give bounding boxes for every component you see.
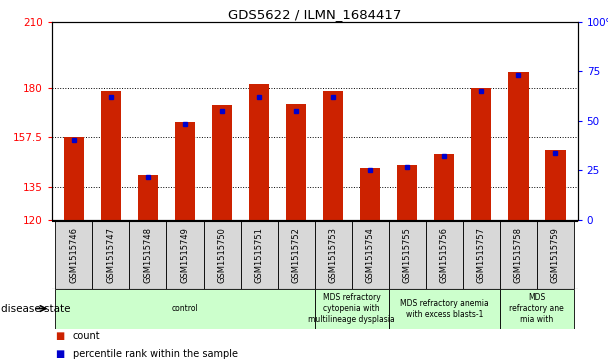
Text: GSM1515750: GSM1515750 bbox=[218, 227, 227, 283]
Text: GSM1515758: GSM1515758 bbox=[514, 227, 523, 283]
Bar bbox=[426, 221, 463, 289]
Bar bbox=[360, 168, 381, 220]
Text: GSM1515755: GSM1515755 bbox=[402, 227, 412, 283]
Bar bbox=[351, 221, 389, 289]
Bar bbox=[212, 105, 232, 220]
Text: percentile rank within the sample: percentile rank within the sample bbox=[73, 349, 238, 359]
Text: GSM1515747: GSM1515747 bbox=[106, 227, 116, 283]
Text: GSM1515749: GSM1515749 bbox=[181, 227, 190, 283]
Text: GSM1515746: GSM1515746 bbox=[69, 227, 78, 283]
Bar bbox=[55, 289, 315, 329]
Text: MDS
refractory ane
mia with: MDS refractory ane mia with bbox=[510, 293, 564, 324]
Bar bbox=[92, 221, 130, 289]
Bar bbox=[64, 137, 84, 220]
Text: GSM1515757: GSM1515757 bbox=[477, 227, 486, 283]
Bar bbox=[508, 72, 528, 220]
Text: GSM1515752: GSM1515752 bbox=[292, 227, 300, 283]
Bar bbox=[278, 221, 315, 289]
Bar bbox=[537, 221, 574, 289]
Bar bbox=[286, 104, 306, 220]
Text: GSM1515748: GSM1515748 bbox=[143, 227, 153, 283]
Bar bbox=[249, 85, 269, 220]
Text: MDS refractory anemia
with excess blasts-1: MDS refractory anemia with excess blasts… bbox=[400, 298, 489, 319]
Bar bbox=[323, 91, 344, 220]
Text: count: count bbox=[73, 331, 100, 341]
Text: ■: ■ bbox=[55, 331, 64, 341]
Bar bbox=[175, 122, 195, 220]
Bar bbox=[167, 221, 204, 289]
Text: GSM1515756: GSM1515756 bbox=[440, 227, 449, 283]
Bar bbox=[204, 221, 241, 289]
Text: GSM1515753: GSM1515753 bbox=[329, 227, 337, 283]
Text: control: control bbox=[171, 304, 198, 313]
Text: ■: ■ bbox=[55, 349, 64, 359]
Bar bbox=[241, 221, 278, 289]
Bar bbox=[315, 221, 351, 289]
Bar bbox=[55, 221, 92, 289]
Bar bbox=[471, 88, 491, 220]
Bar bbox=[138, 175, 158, 220]
Bar bbox=[101, 91, 121, 220]
Title: GDS5622 / ILMN_1684417: GDS5622 / ILMN_1684417 bbox=[228, 8, 401, 21]
Bar bbox=[500, 289, 574, 329]
Text: GSM1515751: GSM1515751 bbox=[255, 227, 264, 283]
Bar bbox=[389, 289, 500, 329]
Bar bbox=[389, 221, 426, 289]
Bar bbox=[130, 221, 167, 289]
Text: GSM1515759: GSM1515759 bbox=[551, 227, 560, 283]
Text: MDS refractory
cytopenia with
multilineage dysplasia: MDS refractory cytopenia with multilinea… bbox=[308, 293, 395, 324]
Bar bbox=[315, 289, 389, 329]
Bar bbox=[545, 150, 565, 220]
Bar bbox=[397, 165, 418, 220]
Bar bbox=[434, 154, 454, 220]
Bar bbox=[500, 221, 537, 289]
Bar bbox=[463, 221, 500, 289]
Text: GSM1515754: GSM1515754 bbox=[365, 227, 375, 283]
Text: disease state: disease state bbox=[1, 303, 70, 314]
